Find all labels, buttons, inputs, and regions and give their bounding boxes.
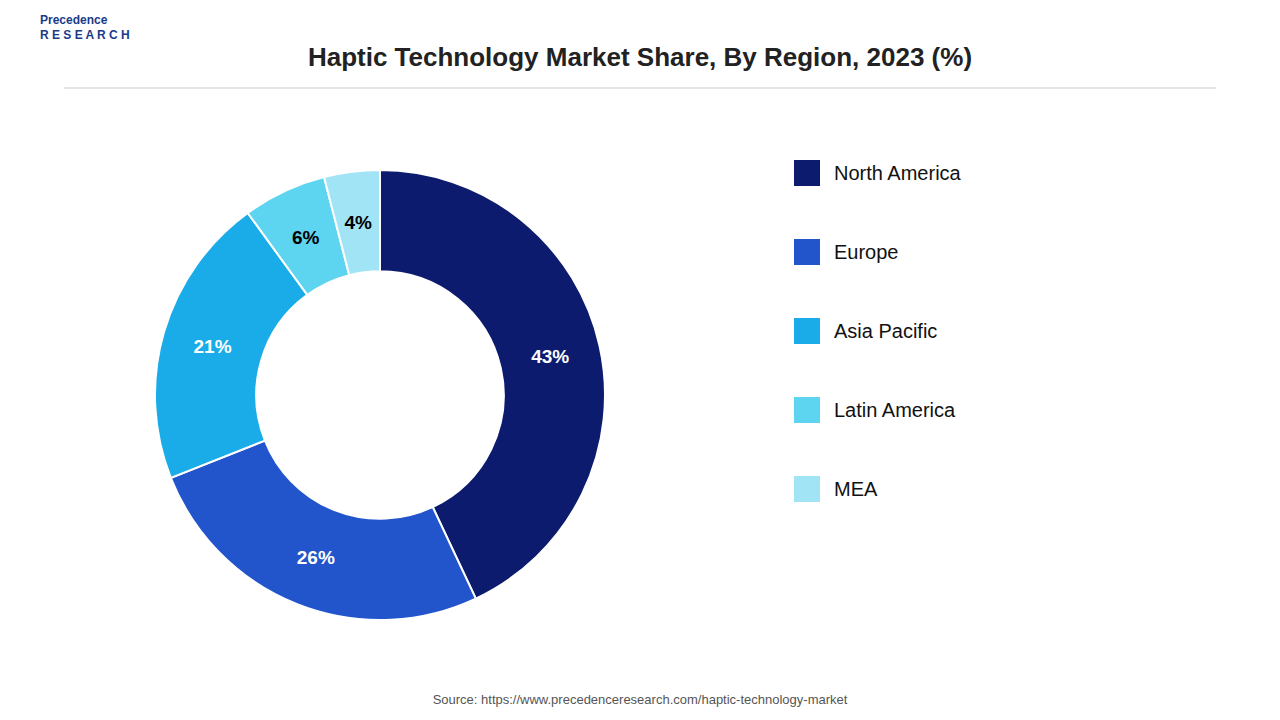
title-rule: [64, 87, 1216, 88]
legend-label: North America: [834, 162, 962, 184]
logo-line: Precedence: [40, 13, 108, 27]
chart-svg: Haptic Technology Market Share, By Regio…: [0, 0, 1280, 720]
legend-label: Asia Pacific: [834, 320, 937, 342]
donut-slice: [324, 170, 380, 275]
data-label: 43%: [531, 346, 569, 367]
donut: [155, 170, 605, 620]
donut-slice: [171, 441, 476, 620]
legend-label: Latin America: [834, 399, 956, 421]
legend-label: Europe: [834, 241, 899, 263]
chart-container: Haptic Technology Market Share, By Regio…: [0, 0, 1280, 720]
title: Haptic Technology Market Share, By Regio…: [308, 42, 972, 72]
legend-swatch: [794, 160, 820, 186]
data-label: 6%: [292, 227, 320, 248]
legend-swatch: [794, 397, 820, 423]
legend: North America Europe Asia Pacific Latin Ame…: [794, 160, 962, 502]
legend-label: MEA: [834, 478, 878, 500]
logo-line: R E S E A R C H: [40, 28, 130, 42]
data-label: 26%: [297, 547, 335, 568]
data-label: 4%: [344, 212, 372, 233]
data-label: 21%: [194, 336, 232, 357]
logo-text: PrecedenceR E S E A R C H: [40, 13, 130, 42]
legend-swatch: [794, 476, 820, 502]
legend-swatch: [794, 318, 820, 344]
background: [0, 0, 1280, 720]
legend-swatch: [794, 239, 820, 265]
source-text: Source: https://www.precedenceresearch.c…: [433, 692, 848, 707]
data-labels: 43% 26% 21% 6% 4%: [194, 212, 570, 568]
